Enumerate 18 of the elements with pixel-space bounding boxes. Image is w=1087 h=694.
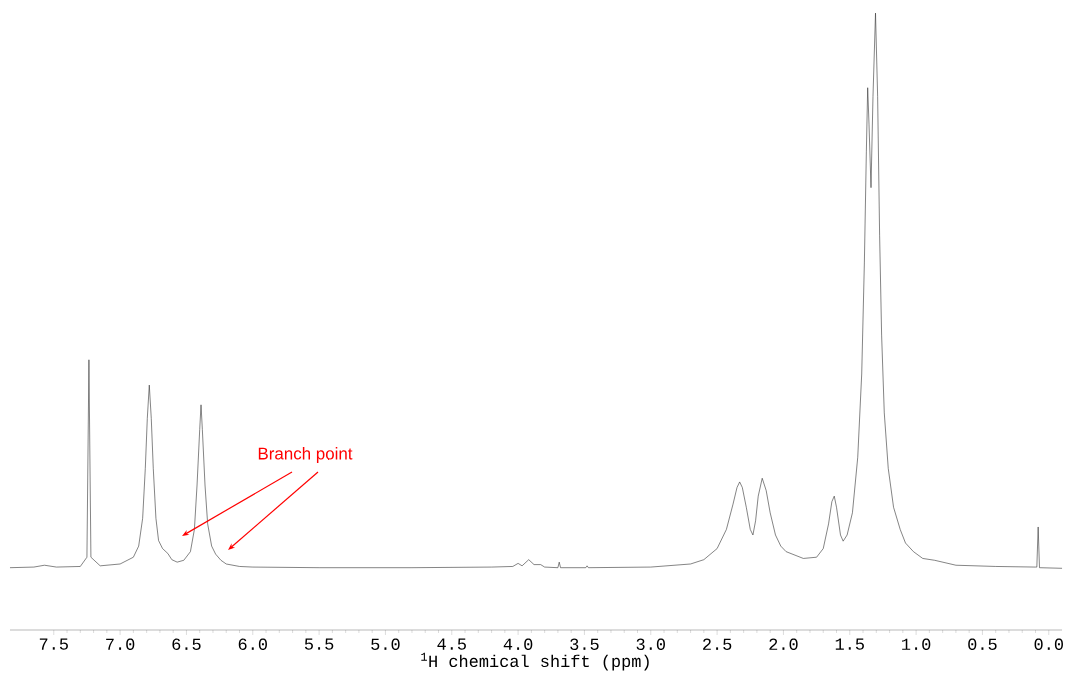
x-tick-label: 4.0: [503, 638, 533, 650]
annotation: Branch point: [258, 447, 353, 463]
x-tick-label: 6.0: [238, 638, 267, 650]
x-tick-label: 1.0: [902, 638, 931, 650]
x-tick-label: 1.5: [835, 638, 864, 650]
x-tick-label: 7.0: [106, 638, 135, 650]
x-tick-label: 5.5: [304, 638, 334, 650]
x-tick-label: 2.0: [769, 638, 798, 650]
x-tick-label: 7.5: [39, 638, 68, 650]
x-tick-label: 6.5: [172, 638, 201, 650]
x-tick-label: 3.0: [636, 638, 665, 650]
x-axis-title: $^{1}$H chemical shift (ppm): [421, 652, 649, 671]
x-tick-label: 3.5: [570, 638, 599, 650]
x-tick-label: 5.0: [371, 638, 400, 650]
x-tick-label: 0.5: [968, 638, 997, 650]
x-tick-label: 4.5: [437, 638, 466, 650]
x-tick-label: 2.5: [703, 638, 732, 650]
x-tick-label: 0.0: [1034, 638, 1063, 650]
